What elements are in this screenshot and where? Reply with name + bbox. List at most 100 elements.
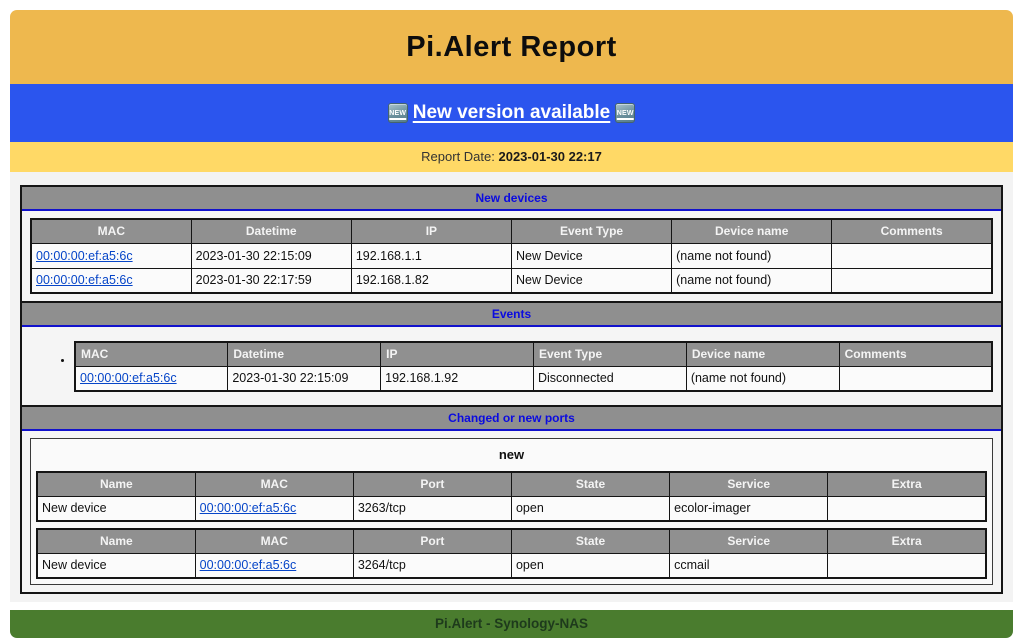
column-header-ip: IP (350, 218, 512, 244)
table-row: 00:00:00:ef:a5:6c 2023-01-30 22:15:09 192.… (74, 365, 993, 392)
column-header-port: Port (352, 471, 512, 497)
cell-state: open (510, 552, 671, 579)
column-header-comments: Comments (831, 218, 993, 244)
cell-ip: 192.168.1.82 (350, 267, 512, 294)
cell-comments (831, 242, 993, 269)
column-header-name: Name (36, 528, 196, 554)
ports-table-1: Name MAC Port State Service Extra New device 00… (36, 471, 987, 522)
report-header: Pi.Alert Report (10, 10, 1013, 84)
cell-comments (831, 267, 993, 294)
ports-body: new Name MAC Port State Service Extra New devi… (22, 431, 1001, 592)
column-header-port: Port (352, 528, 512, 554)
cell-event-type: New Device (510, 242, 673, 269)
cell-extra (827, 495, 987, 522)
column-header-event-type: Event Type (510, 218, 673, 244)
cell-port: 3263/tcp (352, 495, 512, 522)
new-badge-icon: NEW (387, 103, 408, 123)
column-header-extra: Extra (827, 471, 987, 497)
section-title-events: Events (22, 303, 1001, 327)
header-row: Name MAC Port State Service Extra (36, 471, 987, 497)
column-header-mac: MAC (194, 471, 354, 497)
ports-group-title: new (498, 447, 525, 462)
cell-mac: 00:00:00:ef:a5:6c (194, 495, 354, 522)
cell-mac: 00:00:00:ef:a5:6c (194, 552, 354, 579)
cell-datetime: 2023-01-30 22:15:09 (190, 242, 352, 269)
mac-link[interactable]: 00:00:00:ef:a5:6c (199, 558, 297, 573)
column-header-datetime: Datetime (227, 341, 382, 367)
column-header-name: Name (36, 471, 196, 497)
mac-link[interactable]: 00:00:00:ef:a5:6c (36, 273, 133, 288)
section-title-ports: Changed or new ports (22, 407, 1001, 431)
column-header-service: Service (669, 471, 829, 497)
cell-device-name: (name not found) (685, 365, 840, 392)
column-header-event-type: Event Type (532, 341, 687, 367)
cell-ip: 192.168.1.1 (350, 242, 512, 269)
cell-mac: 00:00:00:ef:a5:6c (30, 267, 192, 294)
column-header-ip: IP (380, 341, 534, 367)
cell-mac: 00:00:00:ef:a5:6c (30, 242, 192, 269)
column-header-device-name: Device name (671, 218, 833, 244)
column-header-mac: MAC (30, 218, 192, 244)
cell-ip: 192.168.1.92 (380, 365, 534, 392)
cell-event-type: Disconnected (532, 365, 687, 392)
report-page: Pi.Alert Report NEW New version availabl… (10, 10, 1013, 638)
report-footer: Pi.Alert - Synology-NAS (10, 610, 1013, 638)
column-header-extra: Extra (827, 528, 987, 554)
report-date-label: Report Date: (421, 149, 499, 164)
table-row: 00:00:00:ef:a5:6c 2023-01-30 22:17:59 192.… (30, 267, 993, 294)
new-version-label: New version available (412, 102, 611, 123)
new-devices-body: MAC Datetime IP Event Type Device name Commen… (22, 211, 1001, 301)
column-header-datetime: Datetime (190, 218, 352, 244)
column-header-state: State (510, 528, 671, 554)
table-row: New device 00:00:00:ef:a5:6c 3264/tcp open c… (36, 552, 987, 579)
cell-state: open (510, 495, 671, 522)
new-badge-icon: NEW (615, 103, 636, 123)
column-header-device-name: Device name (685, 341, 840, 367)
table-row: 00:00:00:ef:a5:6c 2023-01-30 22:15:09 192.… (30, 242, 993, 269)
cell-service: ccmail (669, 552, 829, 579)
new-devices-table: MAC Datetime IP Event Type Device name Commen… (30, 218, 993, 294)
mac-link[interactable]: 00:00:00:ef:a5:6c (80, 371, 177, 386)
cell-device-name: (name not found) (671, 242, 833, 269)
report-content: New devices MAC Datetime IP Event Type Devic… (10, 172, 1013, 602)
section-new-devices: New devices MAC Datetime IP Event Type Devic… (22, 187, 1001, 301)
report-date-value: 2023-01-30 22:17 (498, 149, 602, 164)
column-header-mac: MAC (194, 528, 354, 554)
header-row: Name MAC Port State Service Extra (36, 528, 987, 554)
column-header-state: State (510, 471, 671, 497)
column-header-mac: MAC (74, 341, 229, 367)
report-box: New devices MAC Datetime IP Event Type Devic… (20, 185, 1003, 594)
cell-name: New device (36, 552, 196, 579)
cell-device-name: (name not found) (671, 267, 833, 294)
cell-event-type: New Device (510, 267, 673, 294)
cell-datetime: 2023-01-30 22:17:59 (190, 267, 352, 294)
ports-group-box: new Name MAC Port State Service Extra New devi… (30, 438, 993, 585)
mac-link[interactable]: 00:00:00:ef:a5:6c (199, 501, 297, 516)
new-version-link[interactable]: NEW New version available NEW (387, 102, 636, 124)
ports-table-2: Name MAC Port State Service Extra New device 00… (36, 528, 987, 579)
cell-name: New device (36, 495, 196, 522)
cell-mac: 00:00:00:ef:a5:6c (74, 365, 229, 392)
column-header-comments: Comments (838, 341, 993, 367)
section-changed-or-new-ports: Changed or new ports new Name MAC Port Stat… (22, 405, 1001, 592)
version-banner: NEW New version available NEW (10, 84, 1013, 142)
table-row: New device 00:00:00:ef:a5:6c 3263/tcp open e… (36, 495, 987, 522)
cell-extra (827, 552, 987, 579)
cell-datetime: 2023-01-30 22:15:09 (227, 365, 382, 392)
cell-comments (838, 365, 993, 392)
page-title: Pi.Alert Report (406, 30, 617, 63)
section-title-new-devices: New devices (22, 187, 1001, 211)
cell-service: ecolor-imager (669, 495, 829, 522)
footer-label: Pi.Alert - Synology-NAS (434, 616, 588, 631)
mac-link[interactable]: 00:00:00:ef:a5:6c (36, 248, 133, 263)
cell-port: 3264/tcp (352, 552, 512, 579)
report-date-bar: Report Date: 2023-01-30 22:17 (10, 142, 1013, 172)
column-header-service: Service (669, 528, 829, 554)
